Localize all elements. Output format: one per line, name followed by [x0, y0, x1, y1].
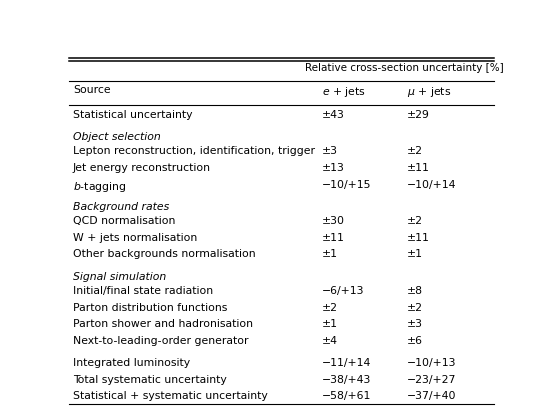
Text: $b$-tagging: $b$-tagging — [73, 180, 126, 194]
Text: Initial/final state radiation: Initial/final state radiation — [73, 286, 213, 296]
Text: ±1: ±1 — [322, 249, 338, 259]
Text: ±1: ±1 — [322, 319, 338, 329]
Text: ±4: ±4 — [322, 336, 338, 346]
Text: W + jets normalisation: W + jets normalisation — [73, 233, 197, 243]
Text: ±11: ±11 — [407, 233, 430, 243]
Text: ±43: ±43 — [322, 110, 345, 120]
Text: Object selection: Object selection — [73, 132, 161, 142]
Text: Relative cross-section uncertainty [%]: Relative cross-section uncertainty [%] — [305, 63, 504, 73]
Text: −10/+14: −10/+14 — [407, 180, 456, 190]
Text: QCD normalisation: QCD normalisation — [73, 216, 175, 226]
Text: −6/+13: −6/+13 — [322, 286, 365, 296]
Text: ±1: ±1 — [407, 249, 423, 259]
Text: ±3: ±3 — [322, 147, 338, 157]
Text: Source: Source — [73, 85, 110, 95]
Text: Integrated luminosity: Integrated luminosity — [73, 358, 190, 368]
Text: Parton distribution functions: Parton distribution functions — [73, 303, 227, 313]
Text: ±13: ±13 — [322, 163, 345, 173]
Text: Next-to-leading-order generator: Next-to-leading-order generator — [73, 336, 248, 346]
Text: −37/+40: −37/+40 — [407, 391, 456, 401]
Text: ±29: ±29 — [407, 110, 430, 120]
Text: −11/+14: −11/+14 — [322, 358, 371, 368]
Text: −10/+15: −10/+15 — [322, 180, 371, 190]
Text: ±6: ±6 — [407, 336, 423, 346]
Text: ±2: ±2 — [407, 216, 423, 226]
Text: ±30: ±30 — [322, 216, 345, 226]
Text: −58/+61: −58/+61 — [322, 391, 371, 401]
Text: Jet energy reconstruction: Jet energy reconstruction — [73, 163, 211, 173]
Text: −10/+13: −10/+13 — [407, 358, 456, 368]
Text: Statistical + systematic uncertainty: Statistical + systematic uncertainty — [73, 391, 267, 401]
Text: ±2: ±2 — [407, 303, 423, 313]
Text: Total systematic uncertainty: Total systematic uncertainty — [73, 375, 227, 385]
Text: −23/+27: −23/+27 — [407, 375, 456, 385]
Text: $e$ + jets: $e$ + jets — [322, 85, 366, 99]
Text: ±2: ±2 — [322, 303, 338, 313]
Text: ±11: ±11 — [407, 163, 430, 173]
Text: ±8: ±8 — [407, 286, 423, 296]
Text: Other backgrounds normalisation: Other backgrounds normalisation — [73, 249, 255, 259]
Text: Lepton reconstruction, identification, trigger: Lepton reconstruction, identification, t… — [73, 147, 315, 157]
Text: ±3: ±3 — [407, 319, 423, 329]
Text: ±11: ±11 — [322, 233, 345, 243]
Text: ±2: ±2 — [407, 147, 423, 157]
Text: Background rates: Background rates — [73, 202, 169, 212]
Text: Statistical uncertainty: Statistical uncertainty — [73, 110, 192, 120]
Text: Signal simulation: Signal simulation — [73, 272, 166, 282]
Text: −38/+43: −38/+43 — [322, 375, 371, 385]
Text: $\mu$ + jets: $\mu$ + jets — [407, 85, 451, 99]
Text: Parton shower and hadronisation: Parton shower and hadronisation — [73, 319, 253, 329]
